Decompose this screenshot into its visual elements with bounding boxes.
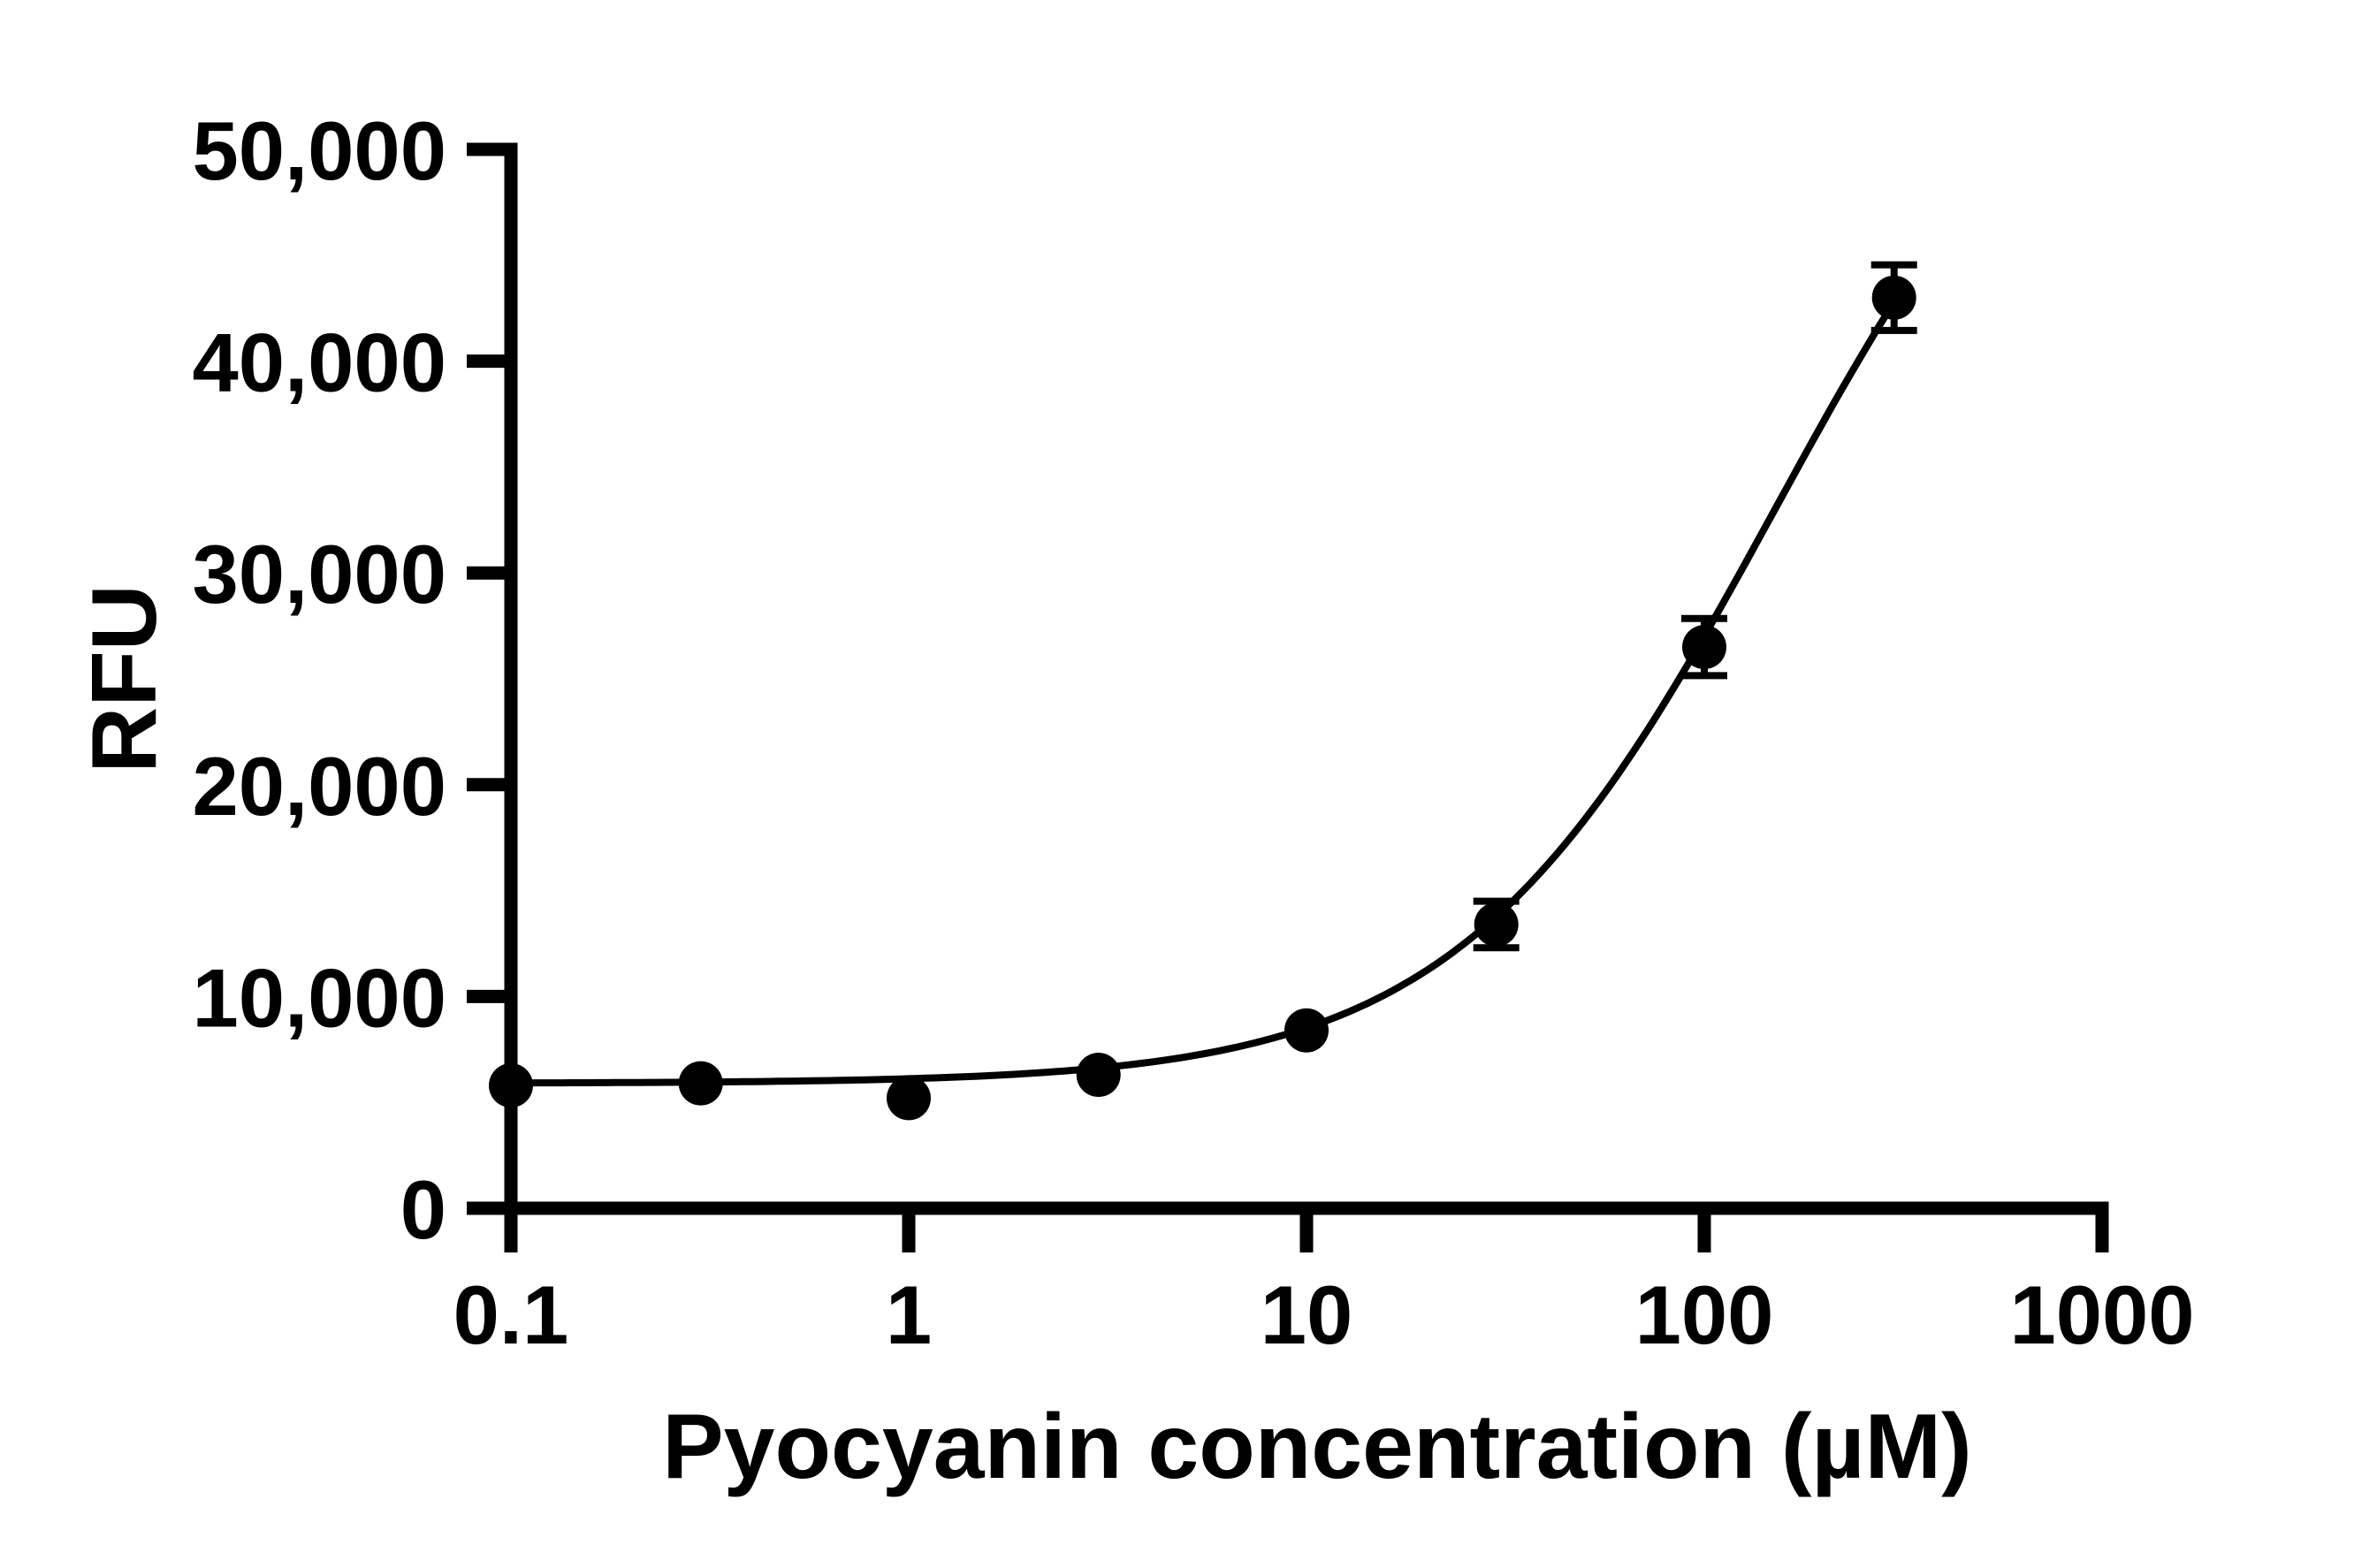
plot-area: 0 10,000 20,000 30,000 40,000 50,000 0.1 1 10 100… xyxy=(192,104,2194,1361)
x-tick-label: 1000 xyxy=(2009,1268,2194,1361)
data-point xyxy=(1284,1008,1329,1053)
data-point xyxy=(1474,902,1519,947)
data-point xyxy=(1076,1053,1121,1098)
y-tick-label: 20,000 xyxy=(192,740,446,833)
data-point xyxy=(1871,275,1916,320)
data-point xyxy=(678,1061,723,1106)
x-axis-title: Pyocyanin concentration (µM) xyxy=(662,1396,1971,1498)
x-tick-label: 10 xyxy=(1261,1268,1353,1361)
x-tick-label: 100 xyxy=(1635,1268,1774,1361)
data-point xyxy=(1682,625,1726,670)
data-point xyxy=(489,1063,533,1108)
y-tick-label: 50,000 xyxy=(192,104,446,197)
y-axis-title: RFU xyxy=(73,584,176,773)
y-tick-label: 10,000 xyxy=(192,951,446,1044)
x-tick-label: 1 xyxy=(886,1268,932,1361)
data-point xyxy=(887,1076,931,1121)
y-tick-label: 30,000 xyxy=(192,528,446,620)
y-tick-label: 40,000 xyxy=(192,316,446,409)
x-tick-label: 0.1 xyxy=(453,1268,569,1361)
fit-curve xyxy=(507,298,1898,1087)
y-tick-label: 0 xyxy=(400,1163,446,1256)
